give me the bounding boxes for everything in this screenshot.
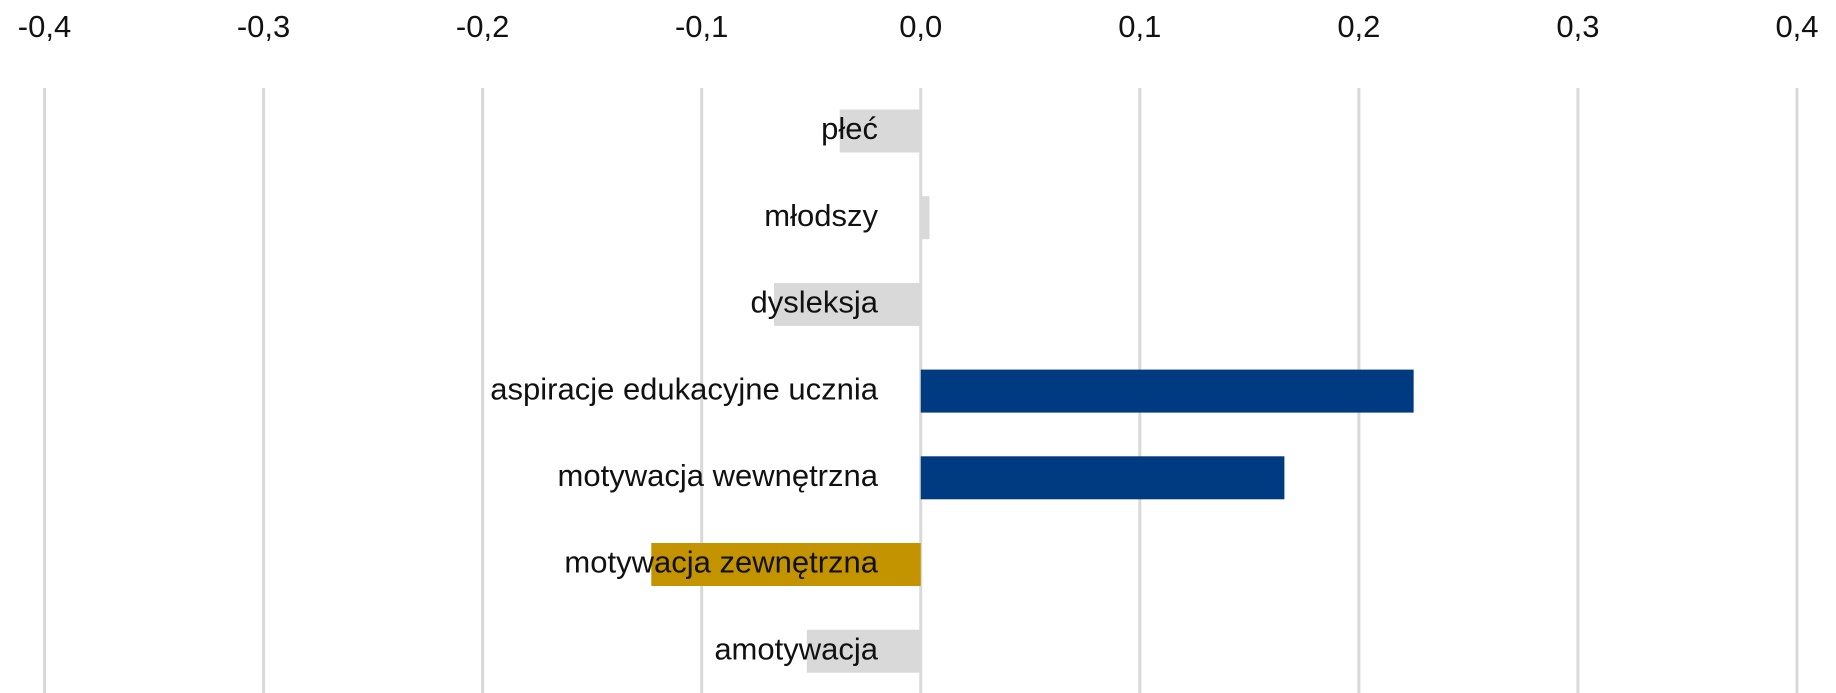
bar — [920, 196, 930, 240]
x-tick-label: -0,4 — [18, 9, 71, 44]
x-tick-label: -0,2 — [456, 9, 509, 44]
y-tick-label: aspiracje edukacyjne ucznia — [490, 371, 878, 406]
y-tick-label: amotywacja — [714, 631, 878, 666]
bar — [839, 109, 921, 153]
y-tick-label: płeć — [821, 111, 878, 146]
x-tick-label: 0,3 — [1556, 9, 1599, 44]
y-tick-label: młodszy — [764, 198, 878, 233]
x-tick-label: 0,1 — [1118, 9, 1161, 44]
x-tick-label: 0,4 — [1775, 9, 1818, 44]
bar — [920, 369, 1414, 413]
y-tick-label: dysleksja — [751, 285, 879, 320]
x-tick-label: -0,3 — [237, 9, 290, 44]
bar — [920, 456, 1285, 500]
x-tick-label: -0,1 — [675, 9, 728, 44]
bar — [806, 629, 921, 673]
y-tick-label: motywacja wewnętrzna — [558, 458, 879, 493]
bar — [773, 282, 921, 326]
x-tick-label: 0,0 — [899, 9, 942, 44]
bar — [651, 543, 921, 586]
y-tick-label: motywacja zewnętrzna — [564, 545, 878, 580]
x-tick-label: 0,2 — [1337, 9, 1380, 44]
